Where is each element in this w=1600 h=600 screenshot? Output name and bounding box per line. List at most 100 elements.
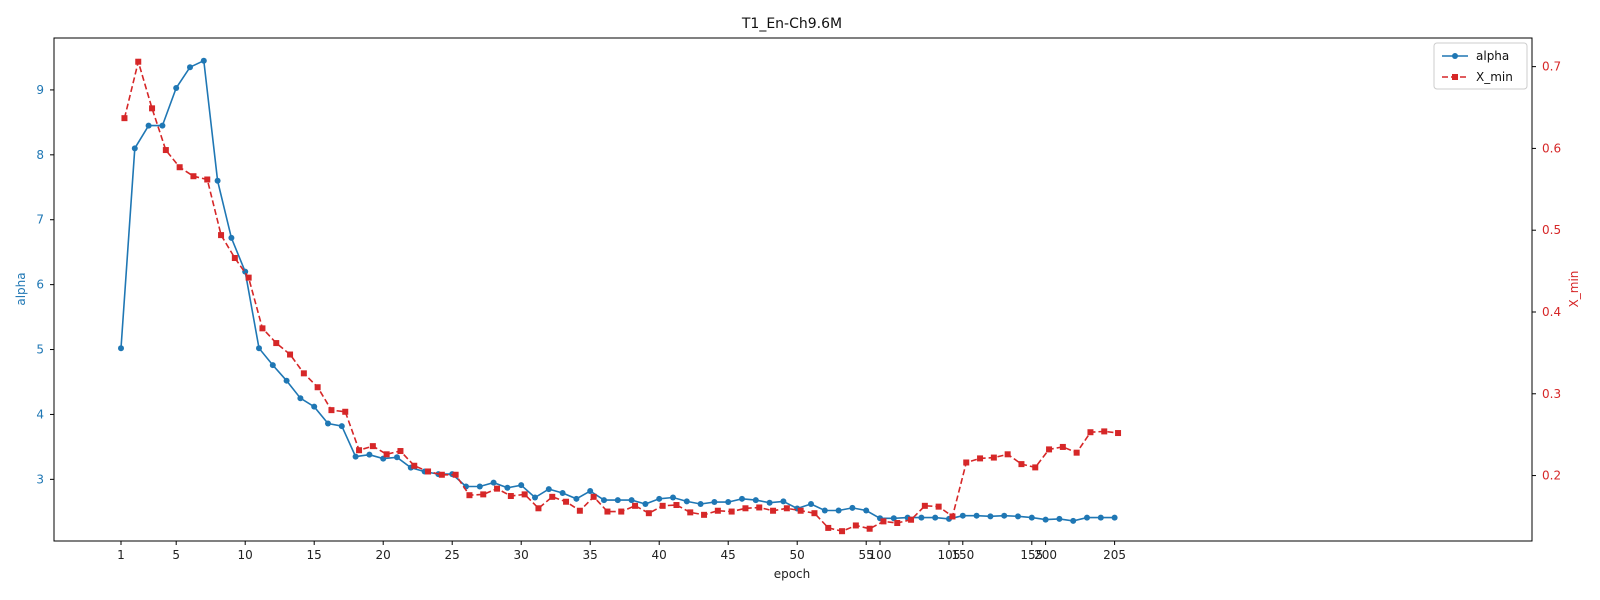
- legend-marker-X_min: [1452, 74, 1458, 80]
- point-X_min-44: [714, 507, 721, 514]
- x-tick-label-40: 40: [652, 548, 667, 562]
- left-tick-label-5: 5: [36, 343, 44, 357]
- point-X_min-26: [466, 492, 473, 499]
- point-alpha-1: [118, 345, 124, 352]
- x-tick-label-55: 55: [859, 548, 874, 562]
- left-y-axis: 3 4 5 6 7 8 9: [36, 83, 54, 486]
- point-alpha-153: [1001, 512, 1008, 519]
- point-alpha-28: [490, 479, 497, 486]
- point-alpha-53: [835, 507, 842, 514]
- point-alpha-55: [863, 507, 870, 514]
- point-X_min-6: [190, 173, 197, 180]
- series-layer: [118, 57, 1122, 535]
- point-alpha-11: [256, 345, 262, 352]
- point-X_min-27: [480, 491, 487, 498]
- point-alpha-103: [918, 514, 925, 521]
- point-X_min-47: [756, 504, 763, 511]
- point-alpha-45: [725, 499, 732, 506]
- point-X_min-3: [149, 105, 156, 112]
- point-alpha-21: [394, 454, 400, 461]
- point-alpha-152: [987, 513, 994, 520]
- point-X_min-30: [521, 491, 528, 498]
- point-X_min-102: [908, 516, 915, 523]
- point-X_min-14: [300, 370, 307, 377]
- point-alpha-35: [587, 488, 594, 495]
- point-X_min-24: [438, 471, 445, 478]
- point-alpha-203: [1084, 514, 1090, 521]
- point-X_min-31: [535, 505, 542, 512]
- point-alpha-47: [752, 497, 759, 504]
- point-X_min-43: [701, 511, 708, 518]
- point-X_min-46: [742, 505, 749, 512]
- point-alpha-16: [325, 420, 331, 427]
- point-X_min-152: [990, 454, 997, 461]
- point-alpha-29: [504, 484, 511, 491]
- point-alpha-4: [159, 122, 166, 129]
- point-X_min-33: [563, 498, 570, 505]
- x-tick-label-50: 50: [790, 548, 805, 562]
- point-X_min-52: [825, 524, 832, 531]
- point-alpha-12: [269, 362, 276, 369]
- x-tick-label-30: 30: [514, 548, 529, 562]
- point-X_min-204: [1101, 428, 1108, 435]
- point-X_min-19: [369, 443, 376, 450]
- point-X_min-28: [494, 485, 501, 492]
- point-X_min-150: [963, 459, 970, 466]
- point-X_min-39: [645, 510, 652, 517]
- point-alpha-46: [739, 495, 745, 502]
- point-X_min-55: [866, 525, 873, 532]
- point-X_min-155: [1032, 464, 1039, 471]
- point-X_min-101: [894, 520, 901, 527]
- point-X_min-10: [245, 274, 252, 281]
- point-X_min-104: [935, 503, 942, 510]
- point-alpha-42: [683, 498, 690, 505]
- left-y-axis-label: alpha: [14, 272, 28, 305]
- point-alpha-205: [1111, 514, 1118, 521]
- right-tick-label-0.4: 0.4: [1542, 305, 1561, 319]
- legend-label-alpha: alpha: [1476, 49, 1509, 63]
- left-tick-label-6: 6: [36, 278, 44, 292]
- point-alpha-154: [1015, 513, 1021, 520]
- x-tick-label-150: 150: [951, 548, 974, 562]
- point-X_min-12: [273, 340, 280, 347]
- right-tick-label-0.6: 0.6: [1542, 141, 1561, 155]
- point-X_min-53: [839, 528, 846, 535]
- left-tick-label-9: 9: [36, 83, 44, 97]
- point-X_min-15: [314, 384, 321, 391]
- point-alpha-36: [601, 497, 607, 504]
- point-alpha-9: [228, 234, 235, 241]
- point-alpha-27: [476, 483, 483, 490]
- x-tick-label-5: 5: [172, 548, 180, 562]
- point-X_min-23: [425, 468, 432, 475]
- point-alpha-17: [338, 423, 345, 430]
- point-X_min-203: [1087, 429, 1094, 436]
- left-tick-label-4: 4: [36, 407, 44, 421]
- point-alpha-204: [1097, 514, 1104, 521]
- point-alpha-14: [297, 395, 304, 402]
- point-X_min-50: [797, 507, 804, 514]
- point-X_min-5: [176, 164, 183, 171]
- point-alpha-49: [780, 498, 787, 505]
- left-tick-label-3: 3: [36, 472, 44, 486]
- point-X_min-21: [397, 448, 404, 455]
- point-X_min-18: [356, 447, 363, 454]
- point-X_min-41: [673, 502, 680, 509]
- point-X_min-29: [507, 493, 514, 500]
- point-X_min-51: [811, 510, 818, 517]
- point-alpha-6: [187, 64, 193, 71]
- right-tick-label-0.5: 0.5: [1542, 223, 1561, 237]
- x-tick-label-100: 100: [869, 548, 892, 562]
- point-alpha-201: [1056, 515, 1063, 522]
- point-X_min-35: [590, 493, 597, 500]
- point-alpha-43: [697, 501, 704, 508]
- point-X_min-45: [728, 508, 735, 515]
- point-X_min-202: [1073, 449, 1080, 456]
- point-alpha-151: [973, 512, 980, 519]
- point-X_min-49: [783, 505, 790, 512]
- point-X_min-153: [1004, 451, 1011, 458]
- point-X_min-7: [204, 176, 211, 183]
- point-X_min-2: [135, 58, 142, 65]
- point-X_min-4: [162, 147, 169, 154]
- point-alpha-34: [573, 495, 580, 502]
